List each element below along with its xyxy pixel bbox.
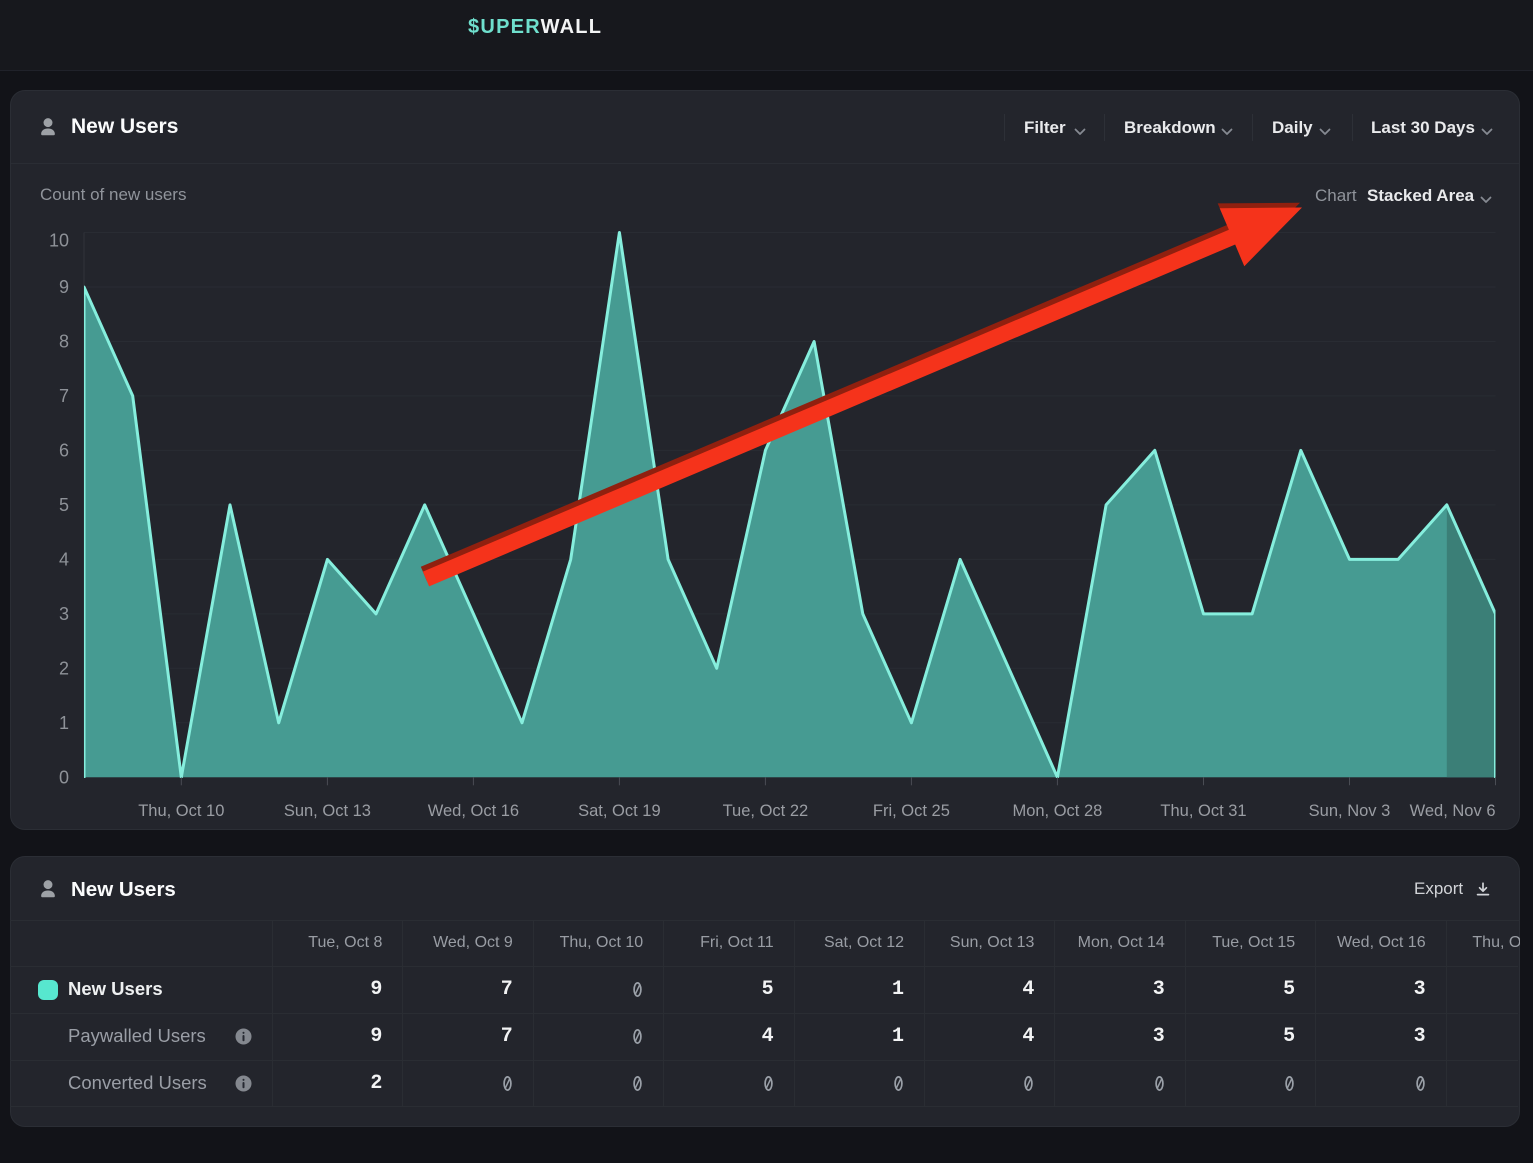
svg-text:4: 4 xyxy=(59,549,69,569)
svg-text:Fri, Oct 25: Fri, Oct 25 xyxy=(873,802,950,820)
svg-text:Wed, Oct 16: Wed, Oct 16 xyxy=(428,802,519,820)
svg-text:Tue, Oct 22: Tue, Oct 22 xyxy=(723,802,809,820)
svg-text:Sat, Oct 19: Sat, Oct 19 xyxy=(578,802,661,820)
svg-text:1: 1 xyxy=(59,713,69,733)
svg-text:9: 9 xyxy=(59,277,69,297)
svg-text:Sun, Oct 13: Sun, Oct 13 xyxy=(284,802,371,820)
svg-text:Mon, Oct 28: Mon, Oct 28 xyxy=(1012,802,1102,820)
svg-text:Thu, Oct 31: Thu, Oct 31 xyxy=(1160,802,1246,820)
svg-text:Wed, Nov 6: Wed, Nov 6 xyxy=(1410,802,1496,820)
svg-text:8: 8 xyxy=(59,332,69,352)
svg-text:3: 3 xyxy=(59,604,69,624)
svg-text:6: 6 xyxy=(59,440,69,460)
svg-text:10: 10 xyxy=(49,231,69,251)
svg-text:Sun, Nov 3: Sun, Nov 3 xyxy=(1309,802,1391,820)
svg-text:2: 2 xyxy=(59,658,69,678)
svg-text:7: 7 xyxy=(59,386,69,406)
svg-text:0: 0 xyxy=(59,767,69,787)
svg-text:5: 5 xyxy=(59,495,69,515)
svg-text:Thu, Oct 10: Thu, Oct 10 xyxy=(138,802,224,820)
